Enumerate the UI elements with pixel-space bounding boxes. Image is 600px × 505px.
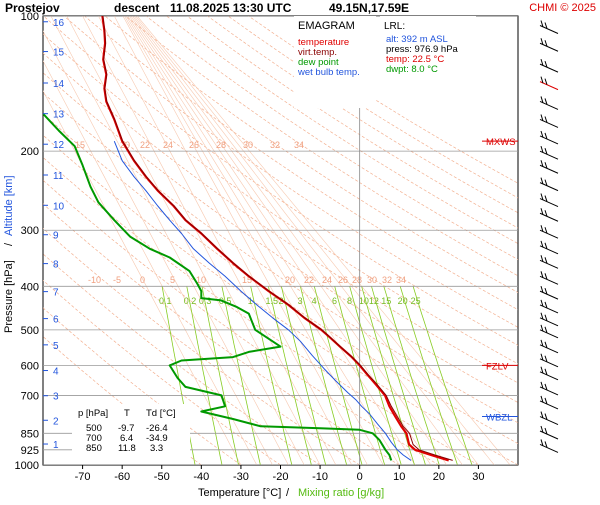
pressure-tick-label: 925 (21, 445, 39, 457)
mixing-ratio-label: 0.2 (184, 296, 197, 306)
altitude-tick-label: 7 (53, 288, 59, 299)
dry-adiabat-label: 32 (382, 275, 392, 285)
y-axis-title: Pressure [hPa] (3, 260, 15, 333)
dry-adiabat-label: 22 (140, 140, 150, 150)
table-row-850-t: 11.8 (118, 443, 136, 454)
altitude-tick-label: 13 (53, 110, 65, 121)
altitude-tick-label: 10 (53, 201, 65, 212)
pressure-tick-label: 500 (21, 325, 39, 337)
dry-adiabat-label: 30 (243, 140, 253, 150)
sounding-mode: descent (114, 1, 159, 15)
sounding-coords: 49.15N,17.59E (329, 1, 409, 15)
wind-barbs (540, 21, 558, 453)
altitude-tick-label: 12 (53, 140, 65, 151)
table-header-p: p [hPa] (78, 408, 108, 419)
dry-adiabat-label: -5 (113, 275, 121, 285)
dry-adiabat-label: -10 (88, 275, 101, 285)
altitude-tick-label: 2 (53, 416, 59, 427)
dry-adiabat-label: 5 (170, 275, 175, 285)
temperature-tick-label: -60 (114, 471, 130, 483)
temperature-tick-label: 0 (357, 471, 363, 483)
temperature-tick-label: -30 (233, 471, 249, 483)
temperature-tick-label: 20 (433, 471, 445, 483)
dry-adiabat-label: 34 (396, 275, 406, 285)
sounding-datetime: 11.08.2025 13:30 UTC (170, 1, 292, 15)
mixing-ratio-label: 3 (298, 296, 303, 306)
x-axis-separator: / (286, 487, 290, 499)
temperature-tick-label: -20 (273, 471, 289, 483)
altitude-tick-label: 6 (53, 315, 59, 326)
legend-title: EMAGRAM (298, 20, 355, 32)
altitude-tick-label: 15 (53, 48, 65, 59)
mixing-ratio-label: 25 (411, 296, 421, 306)
dry-adiabat-label: 26 (338, 275, 348, 285)
pressure-tick-label: 200 (21, 146, 39, 158)
altitude-tick-label: 11 (53, 171, 64, 182)
altitude-tick-label: 1 (53, 440, 59, 451)
dry-adiabat-label: 0 (140, 275, 145, 285)
altitude-tick-label: 5 (53, 341, 59, 352)
dry-adiabat-label: 24 (163, 140, 173, 150)
pressure-tick-label: 700 (21, 390, 39, 402)
temperature-tick-label: 30 (472, 471, 484, 483)
table-row-850-p: 850 (86, 443, 102, 454)
marker-label: MXWS (486, 137, 516, 148)
temperature-tick-label: 10 (393, 471, 405, 483)
dry-adiabat-label: 24 (322, 275, 332, 285)
lrl-box: LRL: alt: 392 m ASL press: 976.9 hPa tem… (380, 16, 476, 80)
dry-adiabat-label: 32 (270, 140, 280, 150)
mixing-ratio-label: 10 (359, 296, 369, 306)
x-axis-title: Temperature [°C] (198, 487, 281, 499)
pressure-tick-label: 100 (21, 11, 39, 23)
dry-adiabat-label: 28 (352, 275, 362, 285)
temperature-tick-label: -40 (193, 471, 209, 483)
mixing-ratio-label: 20 (398, 296, 408, 306)
legend: EMAGRAM temperature virt.temp. dew point… (294, 16, 376, 108)
dry-adiabat-label: 22 (304, 275, 314, 285)
y-axis-separator: / (3, 242, 15, 246)
dry-adiabat-label: 34 (294, 140, 304, 150)
table-header-t: T (124, 408, 130, 419)
altitude-tick-label: 9 (53, 231, 59, 242)
dry-adiabat-label: 20 (285, 275, 295, 285)
pressure-tick-label: 600 (21, 360, 39, 372)
x-axis-title-mixing: Mixing ratio [g/kg] (298, 487, 384, 499)
pressure-tick-label: 850 (21, 428, 39, 440)
mixing-ratio-label: 0.1 (159, 296, 172, 306)
altitude-tick-label: 16 (53, 18, 65, 29)
legend-wet-bulb: wet bulb temp. (297, 67, 360, 78)
lrl-title: LRL: (384, 21, 405, 32)
dry-adiabat-label: 28 (216, 140, 226, 150)
altitude-tick-label: 4 (53, 367, 59, 378)
pressure-tick-label: 1000 (15, 460, 39, 472)
mixing-ratio-label: 8 (347, 296, 352, 306)
temperature-tick-label: -70 (75, 471, 91, 483)
mixing-ratio-label: 6 (332, 296, 337, 306)
dry-adiabat-label: 30 (367, 275, 377, 285)
altitude-tick-label: 14 (53, 79, 65, 90)
temperature-tick-label: -10 (312, 471, 328, 483)
table-row-850-td: 3.3 (150, 443, 163, 454)
pressure-tick-label: 300 (21, 225, 39, 237)
levels-table: p [hPa] T Td [°C] 500 -9.7 -26.4 700 6.4… (72, 404, 190, 460)
dry-adiabat-label: 26 (189, 140, 199, 150)
mixing-ratio-label: 15 (381, 296, 391, 306)
table-header-td: Td [°C] (146, 408, 176, 419)
marker-label: WBZL (486, 413, 512, 424)
marker-label: FZLV (486, 361, 509, 372)
y-axis-title-altitude: Altitude [km] (3, 175, 15, 236)
mixing-ratio-label: 4 (312, 296, 317, 306)
mixing-ratio-label: 12 (369, 296, 379, 306)
credit: CHMI © 2025 (529, 2, 596, 14)
lrl-dwpt: dwpt: 8.0 °C (386, 64, 438, 75)
temperature-tick-label: -50 (154, 471, 170, 483)
pressure-tick-label: 400 (21, 281, 39, 293)
altitude-tick-label: 8 (53, 260, 59, 271)
altitude-tick-label: 3 (53, 392, 59, 403)
